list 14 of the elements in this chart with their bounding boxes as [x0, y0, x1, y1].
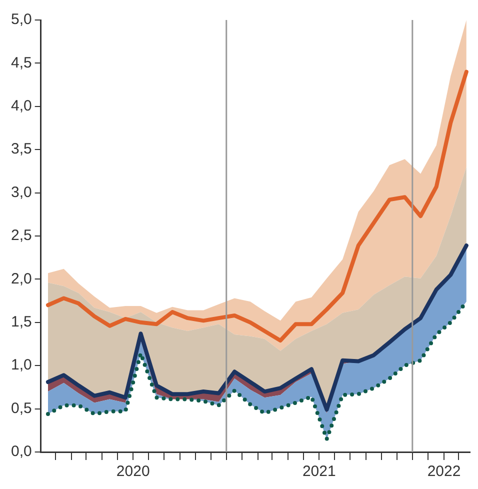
y-tick-label: 4,5	[10, 54, 32, 72]
x-tick-label: 2020	[116, 463, 150, 480]
y-tick-label: 3,5	[10, 140, 32, 158]
y-tick-label: 3,0	[10, 184, 32, 201]
y-tick-label: 0,0	[10, 443, 32, 460]
y-tick-label: 5,0	[10, 11, 32, 28]
y-tick-label: 0,5	[10, 400, 32, 417]
y-tick-label: 1,5	[10, 314, 32, 331]
y-tick-label: 1,0	[10, 356, 32, 374]
y-tick-label: 4,0	[10, 98, 32, 115]
x-tick-label: 2021	[302, 463, 336, 480]
y-tick-label: 2,5	[10, 227, 32, 244]
x-tick-label: 2022	[427, 463, 461, 480]
y-tick-label: 2,0	[10, 270, 32, 288]
